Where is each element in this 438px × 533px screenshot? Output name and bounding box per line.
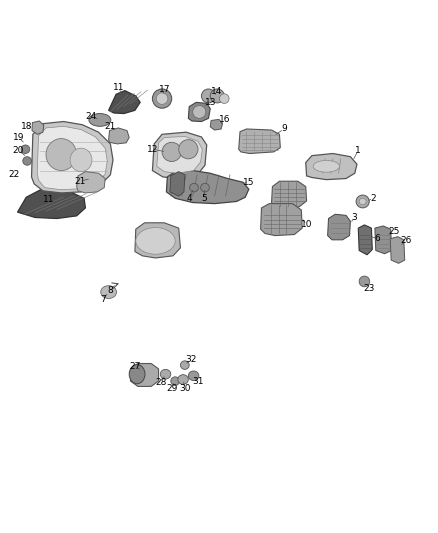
Text: 6: 6 [374,235,381,243]
Ellipse shape [162,142,181,161]
Text: 32: 32 [185,356,196,364]
Text: 7: 7 [100,295,106,304]
Text: 28: 28 [155,378,167,387]
Polygon shape [210,119,223,130]
Ellipse shape [178,375,188,384]
Text: 21: 21 [74,177,85,185]
Ellipse shape [129,365,145,384]
Text: 19: 19 [13,133,24,142]
Text: 25: 25 [389,228,400,236]
Text: 4: 4 [187,194,192,203]
Polygon shape [306,154,357,180]
Polygon shape [358,225,372,255]
Text: 3: 3 [351,213,357,222]
Text: 12: 12 [147,145,158,154]
Ellipse shape [201,89,215,103]
Polygon shape [375,226,392,254]
Text: 27: 27 [129,362,141,371]
Text: 11: 11 [43,196,55,204]
Ellipse shape [359,198,366,205]
Ellipse shape [179,140,198,159]
Text: 21: 21 [105,123,116,131]
Polygon shape [188,102,210,122]
Ellipse shape [152,89,172,108]
Ellipse shape [180,361,189,369]
Ellipse shape [313,160,339,172]
Ellipse shape [193,106,206,118]
Text: 8: 8 [107,286,113,295]
Text: 14: 14 [211,87,223,96]
Polygon shape [109,128,129,144]
Polygon shape [32,121,44,134]
Text: 26: 26 [401,237,412,245]
Text: 10: 10 [301,221,312,229]
Text: 5: 5 [201,194,207,203]
Polygon shape [157,136,202,173]
Polygon shape [152,132,207,179]
Polygon shape [166,171,249,204]
Ellipse shape [23,157,32,165]
Ellipse shape [219,94,229,103]
Ellipse shape [171,377,180,385]
Ellipse shape [101,286,117,298]
Polygon shape [239,129,280,154]
Text: 30: 30 [179,384,191,392]
Ellipse shape [156,93,168,104]
Text: 23: 23 [363,285,374,293]
Ellipse shape [21,145,30,154]
Text: 15: 15 [243,178,254,187]
Text: 17: 17 [159,85,170,94]
Text: 2: 2 [371,194,376,203]
Polygon shape [390,237,405,263]
Ellipse shape [356,195,369,208]
Ellipse shape [89,114,111,126]
Ellipse shape [190,183,198,192]
Ellipse shape [70,148,92,172]
Polygon shape [135,223,180,258]
Text: 29: 29 [166,384,177,392]
Polygon shape [272,181,307,208]
Polygon shape [328,214,350,240]
Polygon shape [18,189,85,219]
Text: 16: 16 [219,116,230,124]
Polygon shape [261,204,302,236]
Polygon shape [77,172,105,193]
Polygon shape [170,172,185,196]
Text: 11: 11 [113,84,125,92]
Text: 31: 31 [192,377,204,385]
Text: 18: 18 [21,123,32,131]
Polygon shape [109,91,140,114]
Text: 24: 24 [85,112,97,120]
Ellipse shape [46,139,77,171]
Ellipse shape [188,371,199,381]
Text: 22: 22 [8,171,20,179]
Polygon shape [131,364,159,386]
Polygon shape [32,122,113,193]
Text: 1: 1 [355,146,361,155]
Text: 9: 9 [281,125,287,133]
Ellipse shape [136,228,175,254]
Ellipse shape [201,183,209,192]
Text: 20: 20 [13,146,24,155]
Ellipse shape [160,369,171,379]
Text: 13: 13 [205,98,217,107]
Polygon shape [37,126,107,190]
Ellipse shape [210,89,224,103]
Ellipse shape [359,276,370,287]
